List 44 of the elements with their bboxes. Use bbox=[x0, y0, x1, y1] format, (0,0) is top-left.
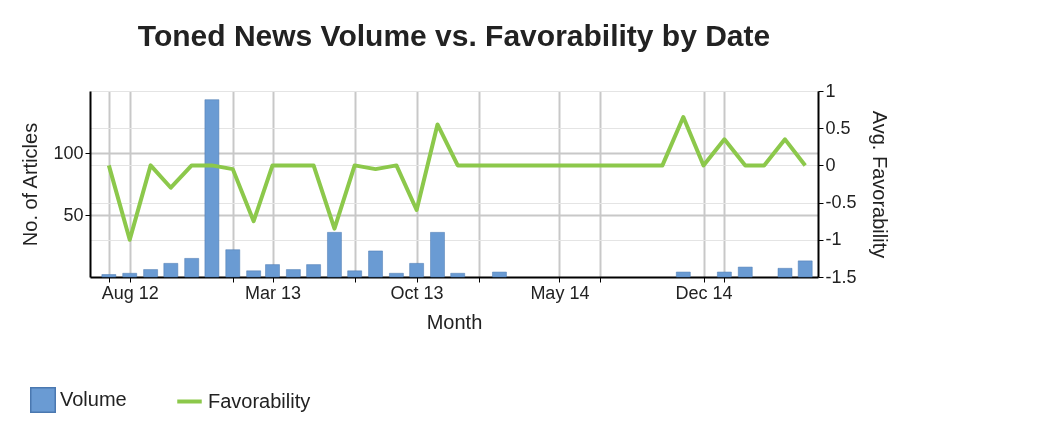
y2-tick-label: 0 bbox=[825, 154, 836, 175]
bar bbox=[389, 273, 404, 278]
x-tick-label: Mar 13 bbox=[244, 282, 302, 303]
legend-label: Volume bbox=[60, 388, 127, 410]
x-tick-label: Aug 12 bbox=[101, 282, 159, 303]
bar bbox=[450, 273, 465, 278]
bar bbox=[430, 232, 445, 278]
y2-tick-label: -1 bbox=[825, 229, 842, 250]
bar bbox=[409, 263, 424, 278]
bar bbox=[163, 263, 179, 278]
bar bbox=[368, 250, 383, 278]
y2-axis-title: Avg. Favorability bbox=[868, 110, 891, 259]
bar bbox=[797, 260, 813, 278]
line-series bbox=[106, 115, 808, 242]
bar bbox=[286, 269, 301, 278]
bar bbox=[246, 270, 261, 278]
y2-tick-label: -1.5 bbox=[825, 266, 857, 287]
bar bbox=[717, 271, 732, 278]
legend-label: Favorability bbox=[208, 389, 311, 412]
bar bbox=[184, 258, 199, 278]
bar bbox=[347, 270, 362, 278]
bar bbox=[143, 269, 158, 278]
x-tick-label: Dec 14 bbox=[675, 282, 733, 303]
chart-title: Toned News Volume vs. Favorability by Date bbox=[137, 19, 771, 52]
y-tick-label: 50 bbox=[63, 204, 84, 225]
bar bbox=[101, 274, 117, 278]
bar bbox=[738, 266, 753, 278]
bar bbox=[676, 271, 691, 278]
bar bbox=[777, 268, 793, 278]
bar bbox=[492, 271, 507, 278]
bar bbox=[204, 99, 220, 278]
bar bbox=[327, 232, 342, 278]
y2-tick-label: -0.5 bbox=[825, 192, 857, 213]
y2-tick-label: 1 bbox=[825, 80, 836, 101]
x-tick-label: Oct 13 bbox=[390, 282, 444, 303]
bar bbox=[265, 264, 280, 278]
x-tick-label: May 14 bbox=[530, 282, 590, 303]
bar bbox=[306, 264, 321, 278]
x-axis-title: Month bbox=[426, 310, 483, 333]
bar bbox=[122, 273, 137, 278]
y-axis-title: No. of Articles bbox=[19, 122, 42, 247]
y-tick-label: 100 bbox=[53, 142, 84, 163]
y2-tick-label: 0.5 bbox=[825, 117, 851, 138]
bar bbox=[225, 249, 241, 278]
